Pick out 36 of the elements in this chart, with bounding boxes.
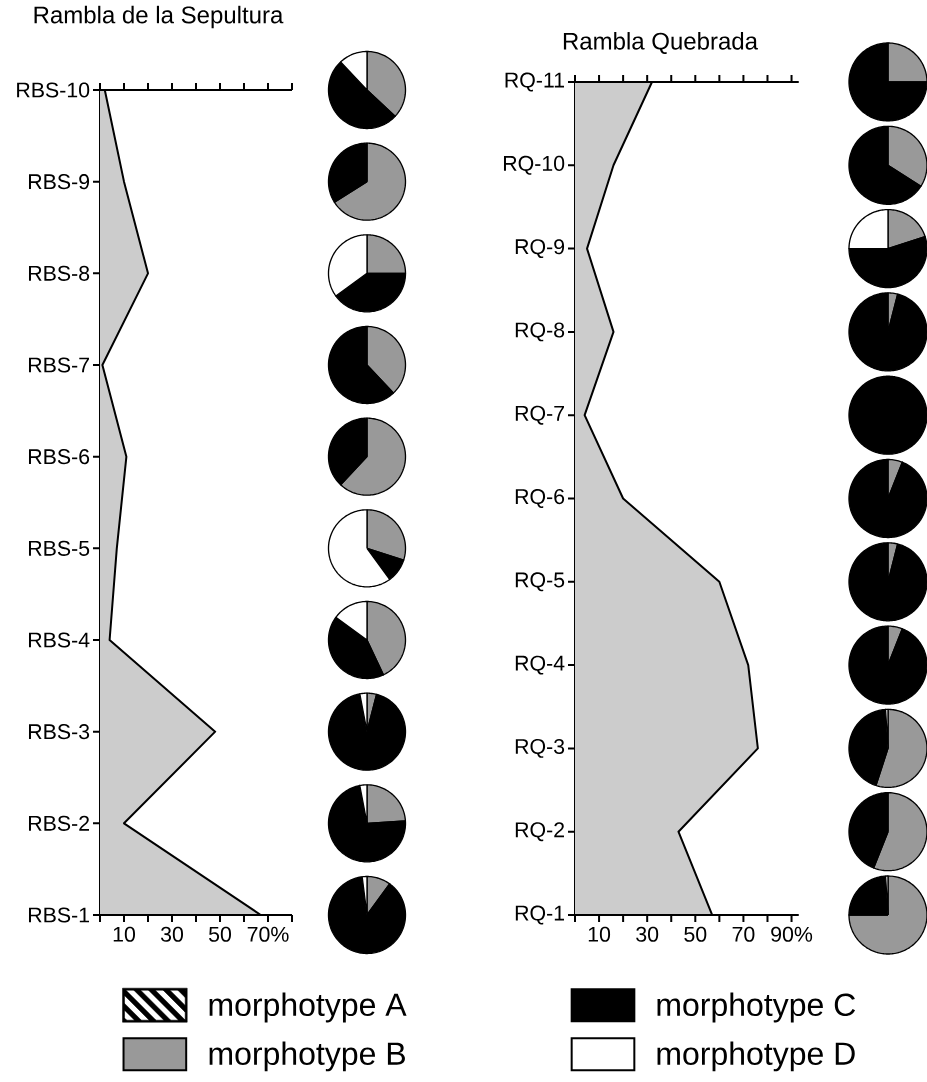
y-tick-label: RQ-6 bbox=[515, 489, 565, 508]
y-tick-label: RQ-11 bbox=[505, 72, 565, 92]
x-tick-label: 30 bbox=[636, 926, 659, 942]
x-tick-label: 10 bbox=[588, 926, 611, 942]
y-tick-label: RBS-4 bbox=[28, 632, 90, 648]
x-tick-label: 70% bbox=[247, 926, 289, 942]
y-tick-label: RQ-7 bbox=[515, 405, 564, 425]
y-tick-label: RQ-9 bbox=[515, 239, 565, 259]
y-tick-label: RBS-10 bbox=[17, 82, 90, 98]
y-tick-label: RQ-4 bbox=[515, 655, 565, 675]
y-tick-label: RQ-8 bbox=[515, 322, 565, 342]
legend-label: morphotype C bbox=[657, 992, 856, 1023]
legend-label: morphotype A bbox=[209, 992, 407, 1023]
y-tick-label: RBS-7 bbox=[28, 357, 89, 373]
y-tick-label: RBS-8 bbox=[28, 265, 90, 281]
y-tick-label: RBS-6 bbox=[28, 449, 90, 465]
x-tick-label: 30 bbox=[160, 926, 184, 942]
chart-title: Rambla Quebrada bbox=[563, 32, 758, 54]
y-tick-label: RBS-5 bbox=[28, 540, 90, 556]
y-tick-label: RBS-3 bbox=[28, 724, 90, 740]
y-tick-label: RQ-3 bbox=[515, 738, 565, 758]
y-tick-label: RBS-1 bbox=[28, 907, 90, 923]
y-tick-label: RQ-5 bbox=[515, 572, 565, 592]
legend-label: morphotype D bbox=[657, 1041, 855, 1072]
y-tick-label: RQ-2 bbox=[515, 822, 564, 842]
y-tick-label: RQ-1 bbox=[515, 905, 565, 925]
y-tick-label: RBS-2 bbox=[28, 815, 89, 831]
legend-label: morphotype B bbox=[209, 1041, 405, 1072]
x-tick-label: 90% bbox=[771, 926, 813, 942]
x-tick-label: 50 bbox=[684, 926, 707, 942]
y-tick-label: RQ-10 bbox=[503, 155, 565, 175]
x-tick-label: 70 bbox=[732, 926, 755, 942]
chart-title: Rambla de la Sepultura bbox=[34, 5, 284, 29]
x-tick-label: 10 bbox=[113, 926, 136, 942]
y-tick-label: RBS-9 bbox=[28, 174, 90, 190]
x-tick-label: 50 bbox=[208, 926, 232, 942]
